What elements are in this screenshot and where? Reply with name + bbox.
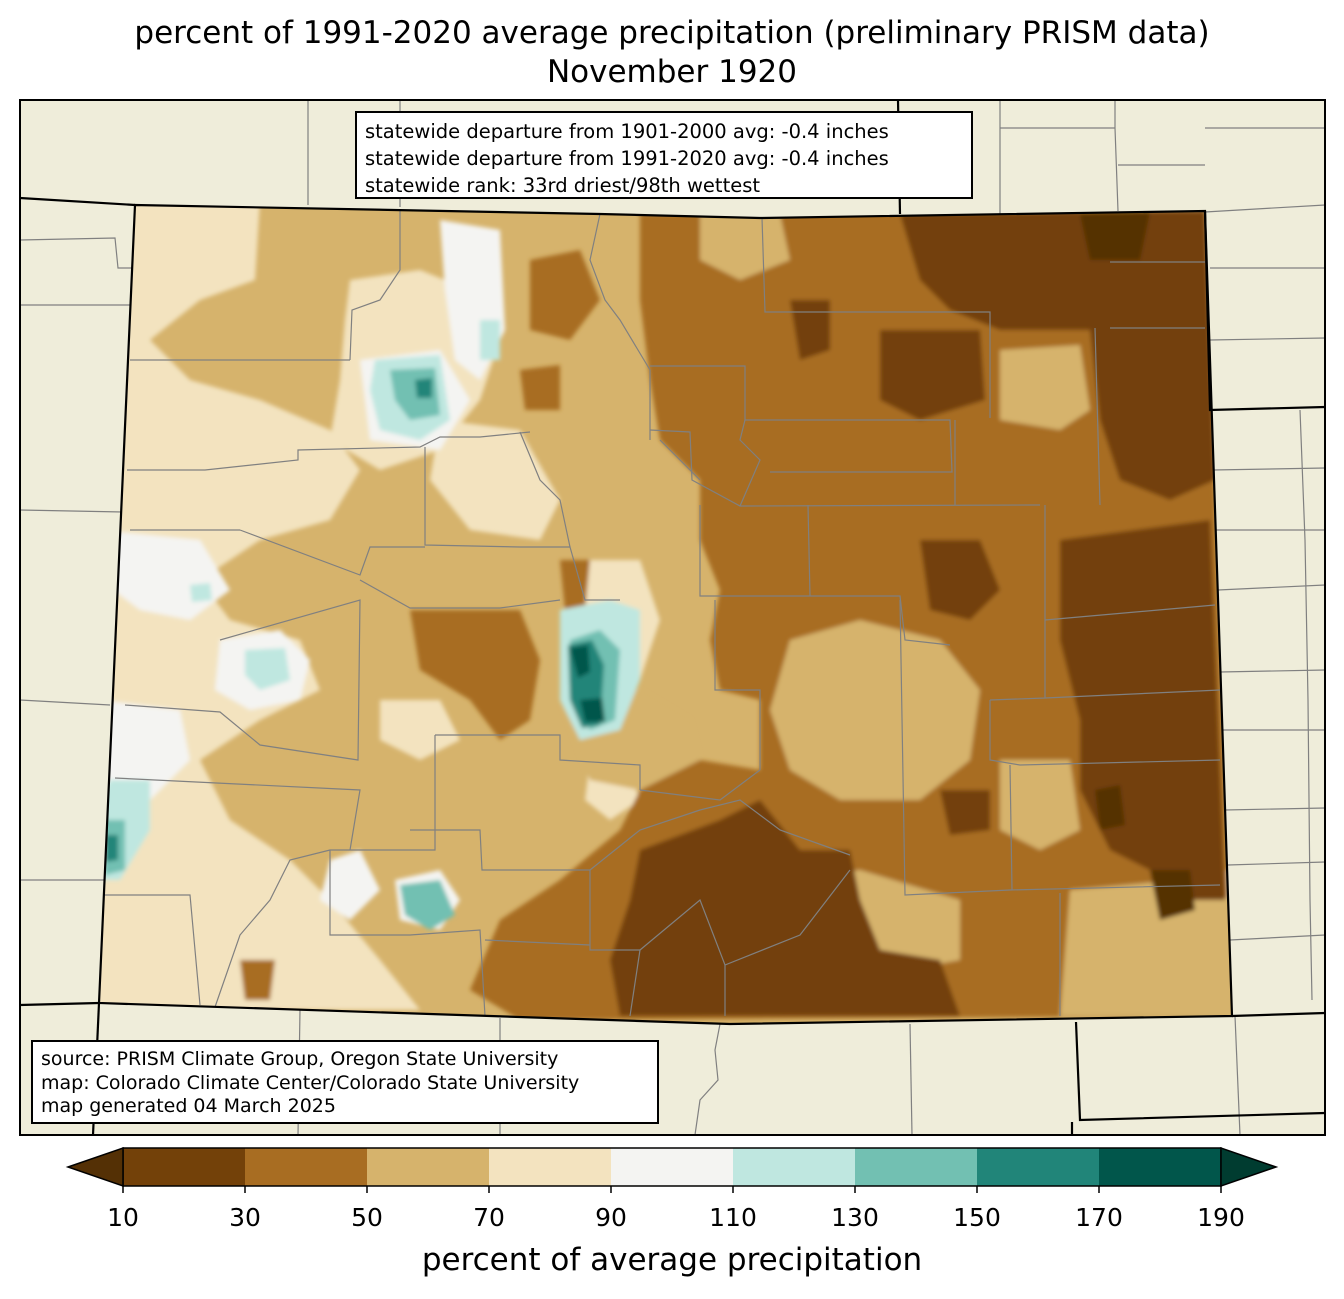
colorbar-bins: [122, 1147, 1222, 1187]
stats-rank: statewide rank: 33rd driest/98th wettest: [365, 174, 761, 197]
colorbar-tick-label: 30: [229, 1203, 261, 1232]
colorbar-bin-50-70: [367, 1148, 490, 1186]
colorbar-bin-10-30: [123, 1148, 246, 1186]
colorbar-tick-label: 150: [953, 1203, 1001, 1232]
colorbar-bin-90-110: [611, 1148, 734, 1186]
stats-departure-1991-2020: statewide departure from 1991-2020 avg: …: [365, 147, 889, 170]
statewide-stats-box: statewide departure from 1901-2000 avg: …: [355, 111, 973, 199]
colorbar-under-arrow: [65, 1146, 124, 1188]
map-credit-line: map: Colorado Climate Center/Colorado St…: [41, 1071, 580, 1094]
colorbar-ticks: [122, 1186, 1222, 1193]
stats-departure-1901-2000: statewide departure from 1901-2000 avg: …: [365, 120, 889, 143]
colorbar-tick-label: 70: [473, 1203, 505, 1232]
colorbar-label: percent of average precipitation: [421, 1242, 923, 1278]
colorbar-bin-150-170: [977, 1148, 1100, 1186]
map-subtitle-period: November 1920: [546, 54, 797, 90]
map-title: percent of 1991-2020 average precipitati…: [134, 15, 1210, 51]
source-credit-box: source: PRISM Climate Group, Oregon Stat…: [31, 1040, 659, 1124]
colorbar-tick-label: 90: [595, 1203, 627, 1232]
precip-contours: [99, 205, 1232, 1024]
colorbar-tick-label: 190: [1197, 1203, 1245, 1232]
colorbar-bin-130-150: [855, 1148, 978, 1186]
colorbar-over-arrow: [1220, 1146, 1279, 1188]
colorbar-tick-label: 50: [351, 1203, 383, 1232]
colorbar-tick-label: 110: [709, 1203, 757, 1232]
colorbar-tick-label: 170: [1075, 1203, 1123, 1232]
colorbar-bin-30-50: [245, 1148, 368, 1186]
colorbar-bin-170-190: [1099, 1148, 1222, 1186]
colorbar-tick-label: 130: [831, 1203, 879, 1232]
colorado-county-lines: [105, 207, 1221, 1017]
colorbar-bin-110-130: [733, 1148, 856, 1186]
colorbar-bin-70-90: [489, 1148, 612, 1186]
map-frame: [19, 99, 1326, 1136]
colorbar-tick-label: 10: [107, 1203, 139, 1232]
generated-date-line: map generated 04 March 2025: [41, 1095, 336, 1117]
source-line: source: PRISM Climate Group, Oregon Stat…: [41, 1048, 559, 1070]
